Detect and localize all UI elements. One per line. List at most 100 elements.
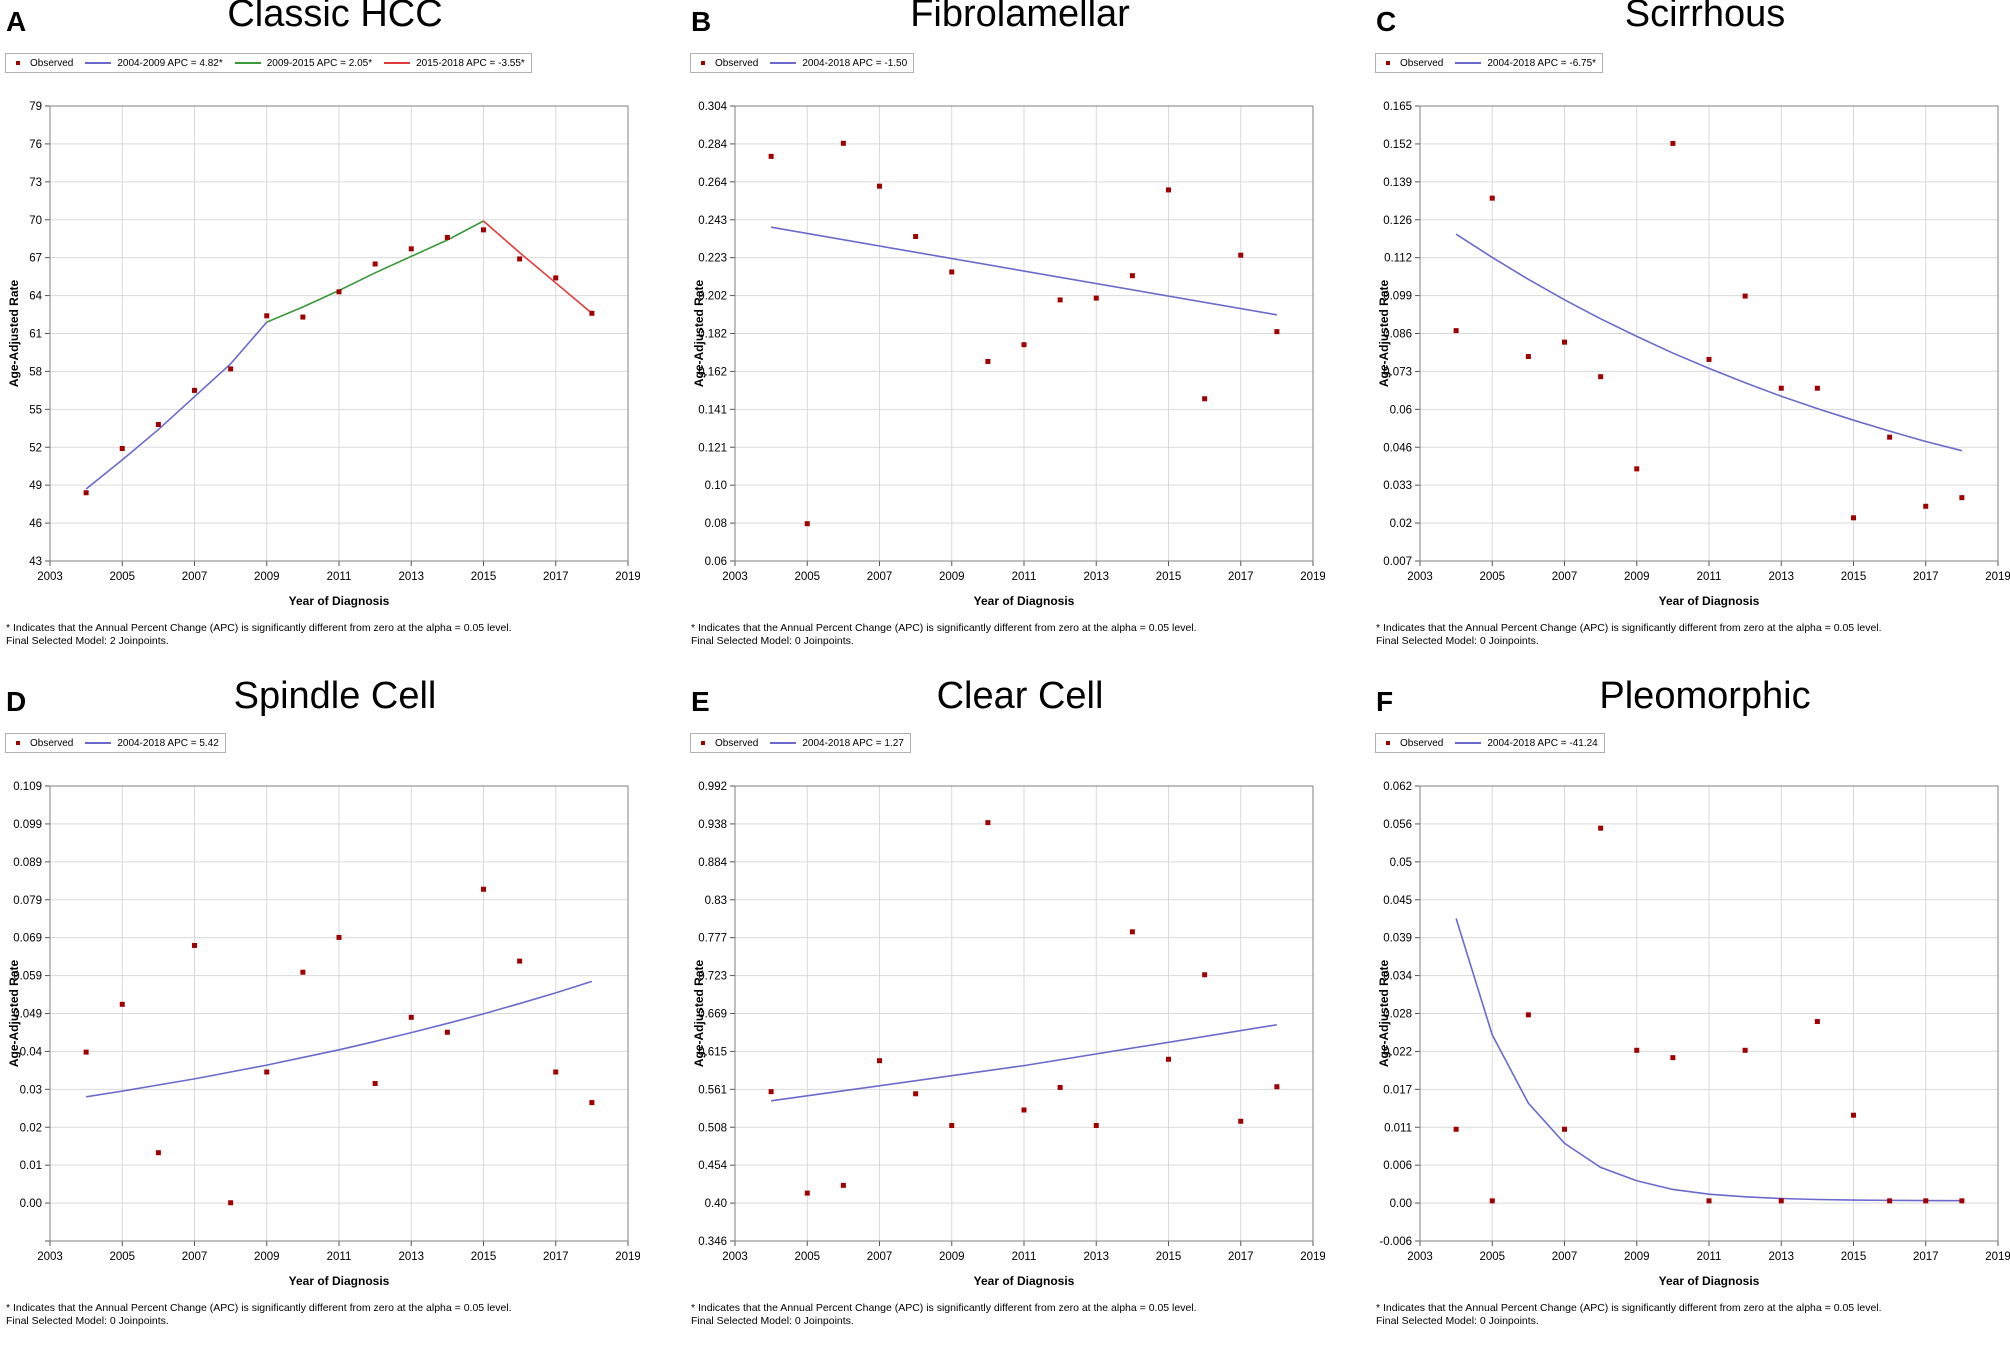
observed-point [1525,1012,1531,1018]
x-tick-label: 2005 [109,1251,135,1263]
chart-title: Clear Cell [936,675,1104,717]
x-tick-label: 2017 [543,1251,569,1263]
legend-label: Observed [30,57,74,69]
observed-point [372,1080,378,1086]
x-axis-label: Year of Diagnosis [289,1274,390,1288]
y-tick-label: 73 [29,177,42,189]
x-tick-label: 2019 [615,1251,640,1263]
panel-letter: D [6,686,27,717]
y-axis-label: Age-Adjusted Rate [7,960,21,1068]
y-tick-label: 0.069 [13,933,42,945]
plot-border [49,785,629,1242]
observed-marker-icon [701,61,705,65]
footnote-model: Final Selected Model: 0 Joinpoints. [1376,1315,1539,1327]
x-tick-label: 2019 [1985,571,2010,583]
y-tick-label: 0.099 [13,819,42,831]
observed-point [155,422,161,427]
y-tick-label: 52 [29,442,42,454]
footnote-model: Final Selected Model: 0 Joinpoints. [691,635,854,647]
observed-point [1238,1118,1244,1124]
x-tick-label: 2007 [182,571,208,583]
trend-series-line [771,1023,1278,1102]
x-tick-label: 2007 [867,571,893,583]
observed-marker-icon [16,61,20,65]
observed-point [1887,434,1893,440]
chart-panel-d: D Spindle Cell Observed 2004-2018 APC = 5.4… [0,675,670,1345]
x-tick-label: 2009 [1624,571,1650,583]
y-tick-label: 0.06 [705,556,727,568]
legend-item-trend: 2015-2018 APC = -3.55* [384,58,525,69]
x-tick-label: 2005 [794,571,820,583]
chart-legend: Observed 2004-2018 APC = -6.75* [1375,53,1604,73]
observed-point [804,521,810,527]
trend-line-icon [1455,62,1482,64]
observed-point [481,227,486,233]
y-tick-label: 0.033 [1383,480,1412,492]
legend-item-trend: 2004-2018 APC = 5.42 [85,738,219,749]
observed-point [1851,1112,1856,1118]
y-tick-label: 0.028 [1383,1009,1412,1021]
plot-border [1419,105,1999,562]
x-tick-label: 2009 [939,571,965,583]
observed-point [1453,328,1459,334]
observed-point [481,886,486,892]
observed-point [1959,495,1965,501]
trend-series-line [1455,233,1963,452]
footnote: * Indicates that the Annual Percent Chan… [6,622,512,648]
plot-border [734,785,1314,1242]
x-tick-label: 2013 [398,1251,424,1263]
observed-point [1093,1122,1099,1128]
observed-point [913,1091,919,1097]
observed-point [553,275,559,281]
observed-marker-icon [16,741,20,745]
plot-border [734,105,1314,562]
trend-series-line [482,220,593,314]
y-tick-label: 0.073 [1383,366,1412,378]
footnote-model: Final Selected Model: 0 Joinpoints. [1376,635,1539,647]
plot-border [49,105,629,562]
trend-series-line [266,220,484,323]
x-tick-label: 2013 [1083,571,1109,583]
y-tick-label: 79 [29,101,42,113]
y-axis-label: Age-Adjusted Rate [7,280,21,388]
chart-panel-e: E Clear Cell Observed 2004-2018 APC = 1.27 0… [685,675,1355,1345]
y-tick-label: 0.089 [13,857,42,869]
panel-letter: E [691,686,710,717]
observed-point [1706,356,1712,362]
x-tick-label: 2017 [1228,1251,1254,1263]
panel-letter: A [6,6,27,37]
observed-point [444,1029,450,1035]
footnote-significance: * Indicates that the Annual Percent Chan… [1376,1302,1882,1314]
y-tick-label: 0.056 [1383,819,1412,831]
legend-item-trend: 2004-2018 APC = -6.75* [1455,58,1596,69]
trend-series-line [1455,918,1962,1202]
x-tick-label: 2017 [1228,571,1254,583]
chart-plot: 0.00 0.01 0.02 0.03 0.04 0.049 0.059 0.069 0.079… [7,781,640,1288]
observed-point [1923,503,1929,509]
panel-letter: C [1376,6,1397,37]
chart-legend: Observed 2004-2018 APC = 1.27 [690,733,911,753]
y-tick-label: 64 [29,291,42,303]
x-tick-label: 2007 [1552,1251,1578,1263]
observed-point [913,234,919,240]
observed-point [1166,1056,1171,1062]
chart-title: Spindle Cell [233,675,437,717]
observed-point [83,1049,89,1055]
y-tick-label: 0.284 [698,139,727,151]
observed-point [1814,1019,1820,1025]
x-tick-label: 2009 [254,1251,280,1263]
y-tick-label: 0.112 [1384,253,1412,265]
y-tick-label: 0.079 [13,895,42,907]
observed-point [83,490,89,496]
chart-panel-f: F Pleomorphic Observed 2004-2018 APC = -41.… [1370,675,2010,1345]
x-tick-label: 2009 [254,571,280,583]
legend-label: Observed [715,737,759,749]
observed-point [1598,825,1604,831]
observed-point [1489,1198,1495,1204]
footnote: * Indicates that the Annual Percent Chan… [1376,1302,1882,1328]
x-tick-label: 2015 [471,571,497,583]
legend-label: 2015-2018 APC = -3.55* [416,57,525,69]
x-tick-label: 2019 [615,571,640,583]
plot-border [1419,785,1999,1242]
y-tick-label: 0.034 [1383,971,1412,983]
